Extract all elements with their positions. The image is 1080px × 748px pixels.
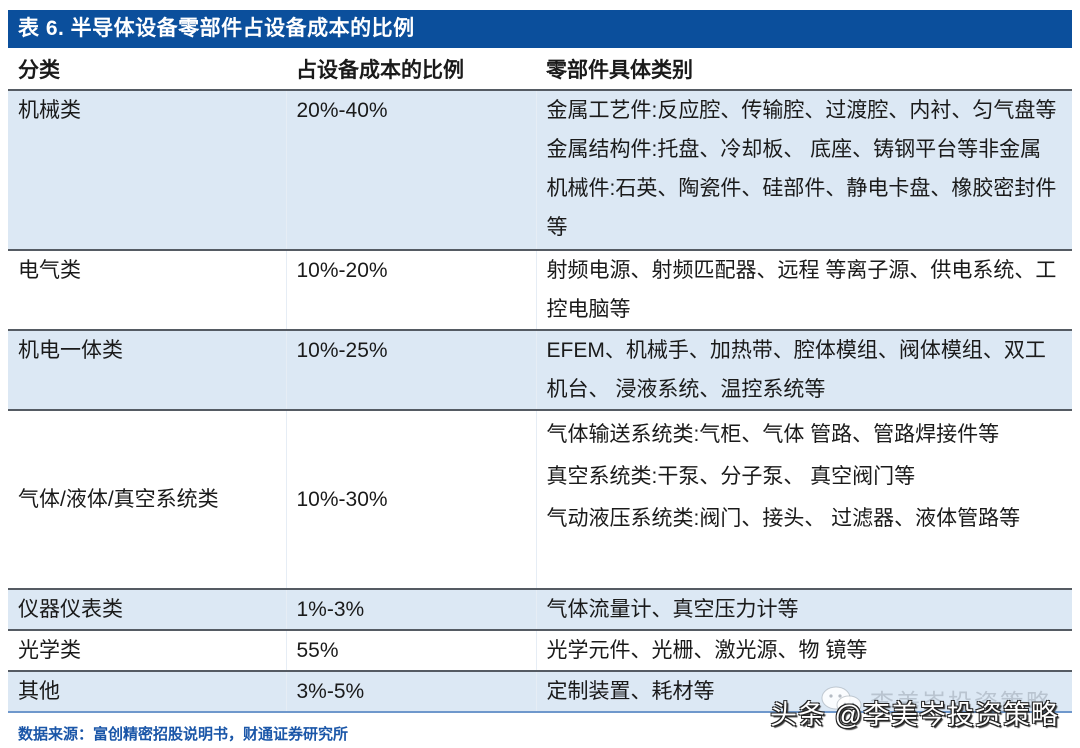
- cell-ratio: 10%-25%: [286, 330, 537, 411]
- cell-category: 机械类: [8, 90, 287, 251]
- detail-text: EFEM、机械手、加热带、腔体模组、阀体模组、双工机台、 浸液系统、温控系统等: [546, 339, 1046, 401]
- detail-pneumatic-hydraulic: 气动液压系统类:阀门、接头、 过滤器、液体管路等: [546, 507, 1021, 530]
- cell-details: 气体流量计、真空压力计等: [536, 589, 1072, 631]
- cell-ratio: 20%-40%: [286, 90, 537, 251]
- cell-ratio: 1%-3%: [286, 589, 537, 631]
- cell-details: EFEM、机械手、加热带、腔体模组、阀体模组、双工机台、 浸液系统、温控系统等: [536, 330, 1072, 411]
- header-details: 零部件具体类别: [536, 48, 1072, 91]
- table-title: 表 6. 半导体设备零部件占设备成本的比例: [8, 10, 1072, 48]
- cell-category: 仪器仪表类: [8, 589, 287, 631]
- header-category: 分类: [8, 48, 286, 91]
- detail-text: 气体流量计、真空压力计等: [546, 598, 799, 621]
- component-cost-table: 分类 占设备成本的比例 零部件具体类别 机械类 20%-40% 金属工艺件:反应…: [8, 48, 1072, 713]
- cell-ratio: 10%-30%: [286, 410, 537, 590]
- table-row: 气体/液体/真空系统类 10%-30% 气体输送系统类:气柜、气体 管路、管路焊…: [8, 410, 1072, 590]
- cell-category: 电气类: [8, 250, 287, 331]
- cell-ratio: 55%: [286, 630, 537, 672]
- data-source-note: 数据来源：富创精密招股说明书，财通证券研究所: [18, 726, 349, 743]
- report-table-page: 表 6. 半导体设备零部件占设备成本的比例 分类 占设备成本的比例 零部件具体类…: [8, 10, 1072, 744]
- cell-category: 其他: [8, 671, 287, 713]
- cell-details: 金属工艺件:反应腔、传输腔、过渡腔、内衬、匀气盘等金属结构件:托盘、冷却板、 底…: [536, 90, 1072, 251]
- table-row: 仪器仪表类 1%-3% 气体流量计、真空压力计等: [8, 589, 1072, 631]
- cell-category: 机电一体类: [8, 330, 287, 411]
- detail-text: 定制装置、耗材等: [546, 680, 715, 703]
- cell-details: 定制装置、耗材等: [536, 671, 1072, 713]
- table-row: 机械类 20%-40% 金属工艺件:反应腔、传输腔、过渡腔、内衬、匀气盘等金属结…: [8, 90, 1072, 251]
- table-row: 机电一体类 10%-25% EFEM、机械手、加热带、腔体模组、阀体模组、双工机…: [8, 330, 1072, 411]
- detail-text: 光学元件、光栅、激光源、物 镜等: [546, 639, 868, 662]
- detail-text: 金属工艺件:反应腔、传输腔、过渡腔、内衬、匀气盘等金属结构件:托盘、冷却板、 底…: [546, 99, 1057, 239]
- detail-vacuum: 真空系统类:干泵、分子泵、 真空阀门等: [546, 465, 916, 488]
- table-row: 电气类 10%-20% 射频电源、射频匹配器、远程 等离子源、供电系统、工控电脑…: [8, 250, 1072, 331]
- table-row: 光学类 55% 光学元件、光栅、激光源、物 镜等: [8, 630, 1072, 672]
- cell-category: 光学类: [8, 630, 287, 672]
- cell-category: 气体/液体/真空系统类: [8, 410, 287, 590]
- cell-details: 光学元件、光栅、激光源、物 镜等: [536, 630, 1072, 672]
- cell-ratio: 10%-20%: [286, 250, 537, 331]
- cell-details: 气体输送系统类:气柜、气体 管路、管路焊接件等 真空系统类:干泵、分子泵、 真空…: [536, 410, 1072, 590]
- cell-ratio: 3%-5%: [286, 671, 537, 713]
- detail-text: 射频电源、射频匹配器、远程 等离子源、供电系统、工控电脑等: [546, 259, 1057, 321]
- table-row: 其他 3%-5% 定制装置、耗材等: [8, 671, 1072, 713]
- detail-gas-delivery: 气体输送系统类:气柜、气体 管路、管路焊接件等: [546, 423, 1000, 446]
- cell-details: 射频电源、射频匹配器、远程 等离子源、供电系统、工控电脑等: [536, 250, 1072, 331]
- table-header-row: 分类 占设备成本的比例 零部件具体类别: [8, 48, 1072, 91]
- header-ratio: 占设备成本的比例: [286, 48, 536, 91]
